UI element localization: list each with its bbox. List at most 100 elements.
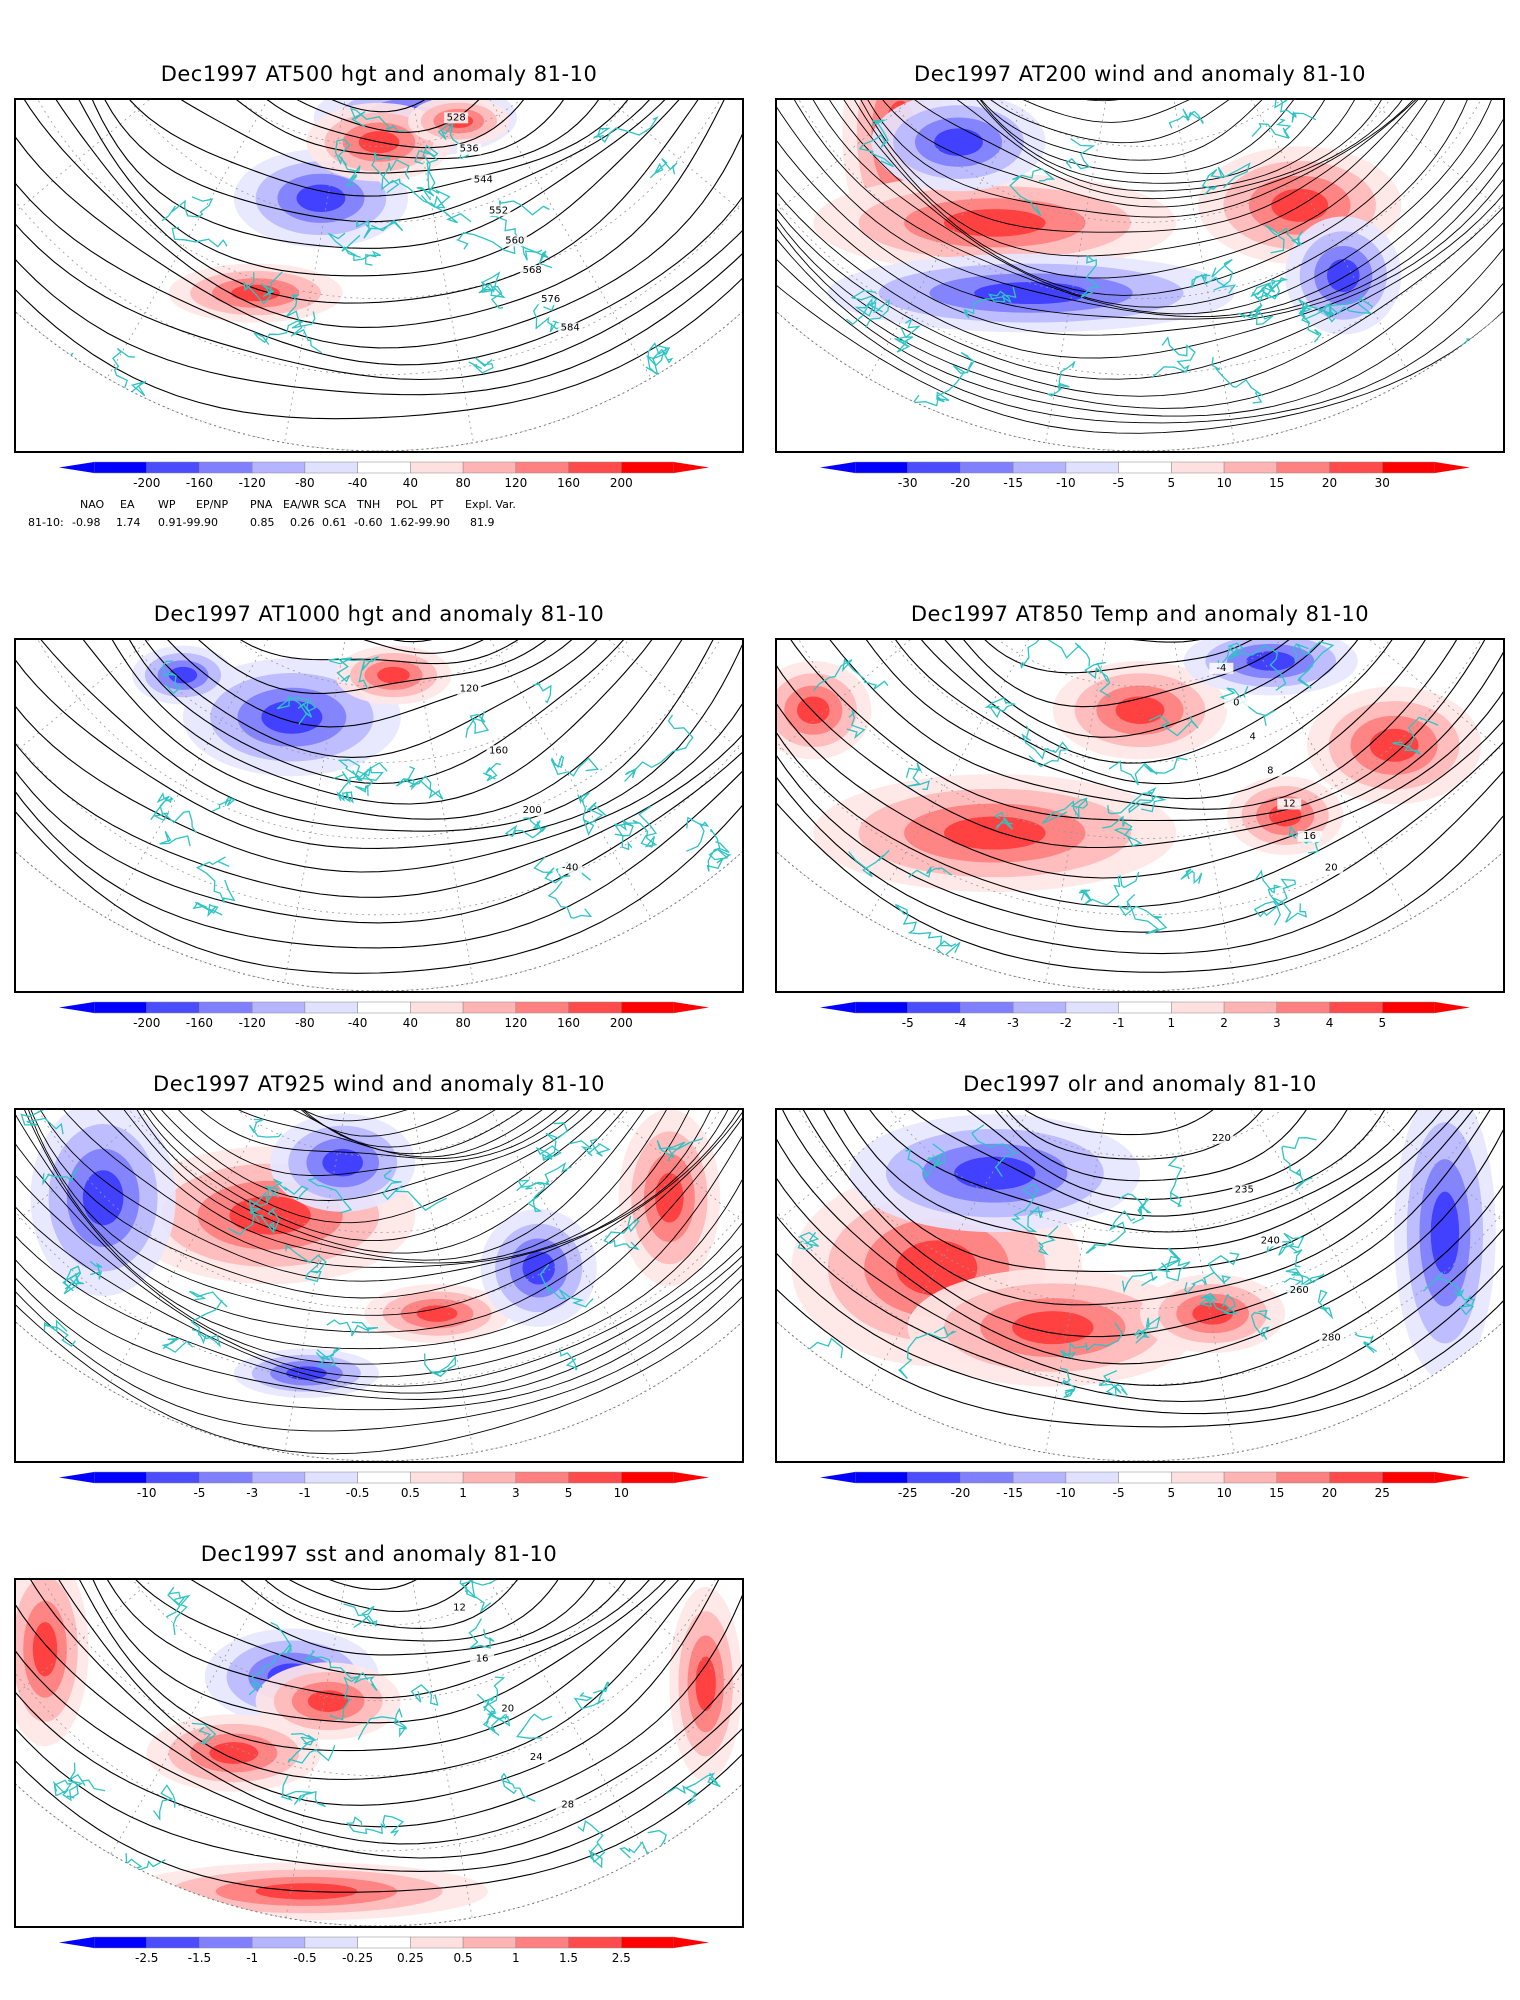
colorbar-tick-label: 160 (557, 1016, 580, 1030)
coastline (150, 792, 197, 834)
contour-label: 220 (1212, 1133, 1231, 1144)
colorbar-tick-label: 3 (512, 1486, 520, 1500)
coastline (19, 351, 74, 377)
colorbar-tick-label: 0.5 (401, 1486, 420, 1500)
contour-label: 20 (1325, 863, 1338, 874)
colorbar-segment (854, 461, 908, 474)
colorbar-right-arrow (1435, 1472, 1470, 1483)
contour-label-bg (1277, 798, 1302, 810)
streamline (900, 100, 1382, 175)
colorbar-tick-label: -20 (951, 1486, 971, 1500)
anomaly-shading (655, 1172, 684, 1223)
anomaly-shading (1192, 1302, 1233, 1325)
colorbar-segment (93, 1936, 147, 1949)
contour-line (803, 640, 1463, 800)
colorbar-olr: -25 -20 -15 -10 -5 5 10 15 20 25 (820, 1470, 1470, 1500)
contour-label-bg (1319, 862, 1344, 874)
streamline (117, 1110, 639, 1160)
contour-line (34, 100, 740, 277)
colorbar-tick-label: -5 (193, 1486, 205, 1500)
panel-title-at1000: Dec1997 AT1000 hgt and anomaly 81-10 (153, 602, 605, 626)
contour-line (842, 1110, 1419, 1217)
coastline (459, 1580, 503, 1613)
colorbar-right-arrow (1435, 1002, 1470, 1013)
coastline (52, 1779, 84, 1802)
colorbar-tick-label: 3 (1273, 1016, 1281, 1030)
coastline (894, 317, 921, 353)
colorbar-left-arrow (820, 1002, 855, 1013)
contour-line (885, 640, 1407, 738)
coastline (1217, 642, 1287, 691)
contour-line (777, 640, 1503, 908)
contour-line (84, 640, 683, 785)
streamline (777, 100, 1503, 359)
coastline (516, 1162, 572, 1192)
tc-v-sca: 0.61 (322, 516, 347, 529)
colorbar-segment (251, 1001, 306, 1014)
colorbar-segment (304, 461, 358, 474)
coastline (624, 714, 694, 782)
contour-label: 120 (460, 684, 479, 695)
coastline (416, 168, 472, 224)
streamline (834, 100, 1440, 208)
colorbar-tick-label: -5 (1113, 1486, 1125, 1500)
contour-line (16, 1580, 742, 1781)
streamline (877, 100, 1390, 184)
contour-label: 260 (1290, 1285, 1309, 1296)
streamline (16, 1110, 742, 1432)
contour-line (124, 1580, 614, 1642)
colorbar-tick-label: -3 (246, 1486, 258, 1500)
contour-line (55, 100, 723, 249)
coastline (1121, 1271, 1158, 1294)
coastline (483, 762, 501, 782)
streamline (131, 1110, 614, 1158)
coastline (614, 823, 634, 851)
coastline (189, 1290, 228, 1308)
coastline (1151, 336, 1196, 379)
colorbar-segment (199, 1001, 253, 1014)
coastline (162, 660, 183, 695)
colorbar-tick-label: -10 (1056, 476, 1076, 490)
contour-label: -4 (1216, 663, 1226, 674)
coastline (577, 791, 607, 837)
coastline (812, 658, 889, 692)
coastline (645, 348, 674, 376)
coastline (547, 881, 593, 919)
colorbar-tick-label: 160 (557, 476, 580, 490)
colorbar-segment (462, 1471, 517, 1484)
contour-label-bg (538, 294, 563, 306)
colorbar-segment (854, 1471, 908, 1484)
contour-line (801, 1110, 1483, 1250)
colorbar-right-arrow (674, 1472, 709, 1483)
contour-label-bg (558, 862, 583, 874)
coastline (287, 1732, 336, 1764)
coastline (396, 766, 444, 800)
tc-h-tnh: TNH (357, 498, 381, 511)
coastline (1297, 298, 1336, 343)
contour-label: 544 (474, 175, 493, 186)
coastline (1065, 138, 1096, 170)
map-svg-at500: 528 536 544 552 560 568 576 584 (16, 100, 742, 451)
coastline (962, 286, 1017, 319)
colorbar-tick-label: -4 (954, 1016, 966, 1030)
coastline (647, 341, 677, 397)
anomaly-shading (1246, 651, 1296, 671)
colorbar-tick-label: -2.5 (135, 1951, 158, 1965)
colorbar-tick-label: -160 (186, 476, 213, 490)
colorbar-segment (568, 1001, 622, 1014)
coastline (26, 884, 50, 914)
colorbar-left-arrow (59, 1002, 94, 1013)
panel-title-olr: Dec1997 olr and anomaly 81-10 (963, 1072, 1317, 1096)
coastline (649, 158, 678, 179)
tc-h-epnp: EP/NP (196, 498, 229, 511)
coastline (905, 762, 930, 790)
colorbar-at925: -10 -5 -3 -1 -0.5 0.5 1 3 5 10 (59, 1470, 709, 1500)
anomaly-shading (1327, 258, 1360, 293)
coastline (1292, 641, 1335, 689)
coastline (227, 1191, 269, 1236)
anomaly-shading (797, 696, 830, 724)
tc-v-wp-epnp: 0.91-99.90 (158, 516, 218, 529)
coastline (112, 347, 147, 397)
colorbar-left-arrow (820, 1472, 855, 1483)
coastline (248, 1207, 280, 1235)
